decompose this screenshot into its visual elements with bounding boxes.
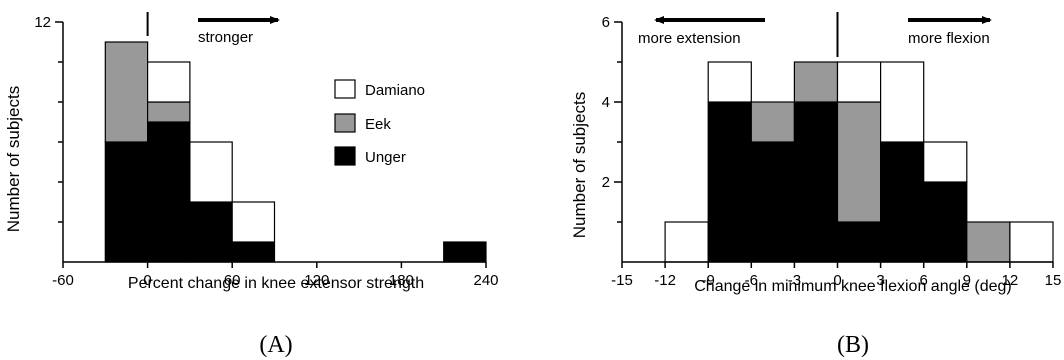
- legend-label-damiano: Damiano: [365, 82, 425, 99]
- legend-swatch-eek: [334, 113, 356, 133]
- chart-b-bar-eek: [750, 101, 795, 143]
- chart-a-x-tick-label: 60: [224, 272, 241, 289]
- chart-b-y-tick-label: 6: [602, 14, 610, 31]
- chart-b-x-tick-label: 9: [963, 272, 971, 289]
- chart-b-bar-unger: [707, 101, 752, 263]
- chart-b-bar-eek: [793, 61, 839, 103]
- chart-b-bar-unger: [793, 101, 839, 263]
- chart-b-bar-damiano: [923, 141, 968, 183]
- chart-a-x-tick-label: 0: [143, 272, 151, 289]
- chart-b-ticks: -15 -12 -9 -6 -3 0 3 6 9 12 15 2 4 6: [602, 14, 1062, 289]
- chart-a-bar-unger: [443, 241, 487, 263]
- chart-a-bars: [104, 41, 487, 263]
- legend-swatch-damiano: [334, 79, 356, 99]
- chart-b-bar-damiano: [707, 61, 752, 103]
- chart-a-y-tick-label: 12: [34, 14, 51, 31]
- chart-a-x-tick-label: -60: [52, 272, 74, 289]
- chart-b-bars: [664, 61, 1054, 263]
- chart-a-x-tick-label: 180: [389, 272, 414, 289]
- chart-b: -15 -12 -9 -6 -3 0 3 6 9 12 15 2 4 6 more extension m…: [570, 12, 1061, 358]
- chart-a-bar-unger: [104, 141, 149, 263]
- chart-b-bar-eek: [836, 101, 882, 223]
- chart-a-bar-damiano: [231, 201, 276, 243]
- chart-b-right-arrow-label: more flexion: [908, 30, 990, 47]
- chart-b-x-tick-label: -9: [702, 272, 715, 289]
- chart-a-ylabel: Number of subjects: [4, 86, 23, 232]
- chart-a-x-tick-label: 120: [304, 272, 329, 289]
- chart-b-ylabel: Number of subjects: [570, 92, 589, 238]
- chart-b-bar-unger: [836, 221, 882, 263]
- chart-b-xlabel: Change in minimum knee flexion angle (de…: [694, 278, 1012, 295]
- chart-b-x-tick-label: 6: [920, 272, 928, 289]
- chart-b-y-tick-label: 2: [602, 174, 610, 191]
- chart-b-bar-damiano: [664, 221, 709, 263]
- chart-b-bar-damiano: [879, 61, 925, 143]
- chart-b-panel-label: (B): [837, 332, 869, 358]
- legend-label-eek: Eek: [365, 116, 391, 133]
- chart-a-bar-unger: [189, 201, 233, 263]
- chart-a-arrow-label: stronger: [198, 29, 253, 46]
- chart-b-x-tick-label: -6: [745, 272, 758, 289]
- chart-b-x-tick-label: -12: [654, 272, 676, 289]
- chart-b-y-tick-label: 4: [602, 94, 610, 111]
- chart-b-bar-unger: [879, 141, 925, 263]
- chart-a-panel-label: (A): [259, 332, 292, 358]
- chart-a-bar-damiano: [189, 141, 233, 203]
- chart-b-x-tick-label: 0: [833, 272, 841, 289]
- chart-b-left-arrow-label: more extension: [638, 30, 741, 47]
- chart-a: -60 0 60 120 180 240 12 stronger Damiano Eek U…: [4, 12, 499, 358]
- chart-a-legend: Damiano Eek Unger: [334, 79, 425, 166]
- chart-a-bar-eek: [147, 101, 191, 123]
- chart-a-x-tick-label: 240: [473, 272, 498, 289]
- chart-a-bar-eek: [104, 41, 149, 143]
- chart-b-bar-eek: [966, 221, 1011, 263]
- legend-label-unger: Unger: [365, 149, 406, 166]
- chart-b-x-tick-label: 12: [1002, 272, 1019, 289]
- chart-a-bar-unger: [147, 121, 191, 263]
- chart-b-bar-unger: [750, 141, 795, 263]
- chart-a-bar-unger: [231, 241, 276, 263]
- chart-b-x-tick-label: 3: [876, 272, 884, 289]
- chart-b-x-tick-label: -15: [611, 272, 633, 289]
- chart-a-bar-damiano: [147, 61, 191, 103]
- chart-b-x-tick-label: 15: [1045, 272, 1062, 289]
- chart-a-ticks: -60 0 60 120 180 240 12: [34, 14, 498, 289]
- chart-b-bar-damiano: [836, 61, 882, 103]
- chart-b-bar-damiano: [1009, 221, 1054, 263]
- chart-a-xlabel: Percent change in knee extensor strength: [128, 275, 424, 292]
- chart-b-x-tick-label: -3: [788, 272, 801, 289]
- chart-b-bar-unger: [923, 181, 968, 263]
- legend-swatch-unger: [334, 146, 356, 166]
